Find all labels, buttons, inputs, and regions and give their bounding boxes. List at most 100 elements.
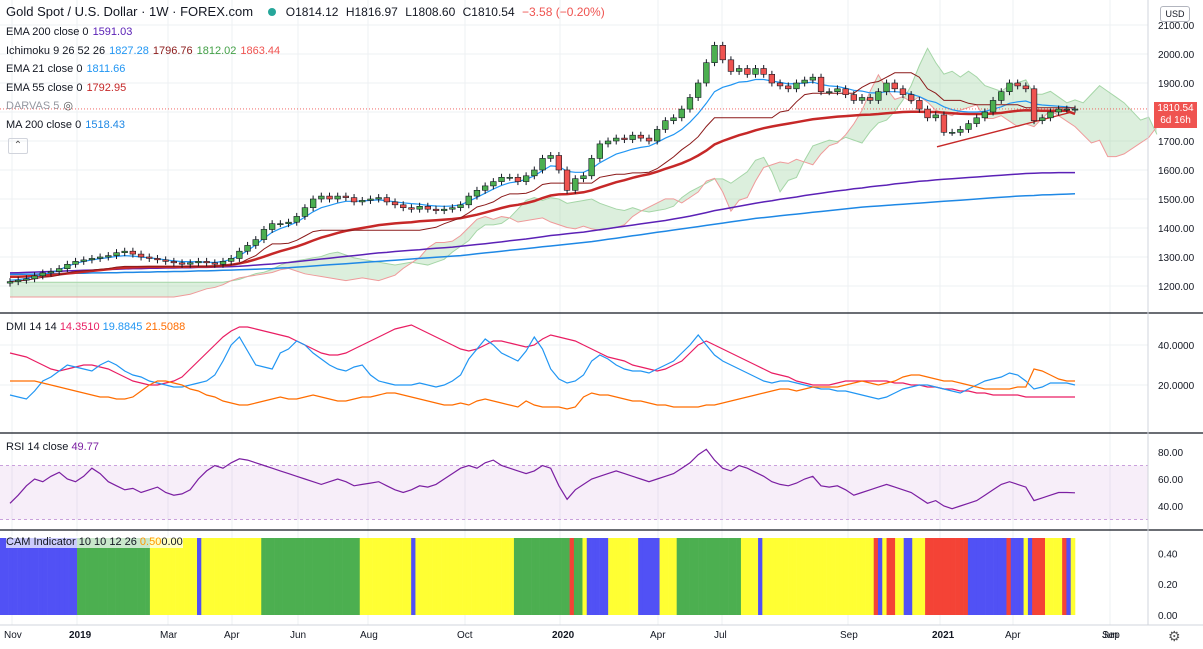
candle-body [6, 281, 14, 284]
indicator-row[interactable]: EMA 21 close 0 1811.66 [6, 60, 284, 79]
rsi-tick-label: 80.00 [1158, 448, 1183, 459]
cam-bar [912, 538, 917, 615]
cam-bar [102, 538, 108, 615]
rsi-tick-label: 60.00 [1158, 475, 1183, 486]
candle-body [948, 132, 956, 134]
indicator-label: MA 200 close 0 [6, 118, 82, 131]
candle-body [629, 134, 636, 140]
candle-body [97, 256, 104, 259]
cam-bar [689, 538, 695, 615]
time-tick-label: Apr [1005, 630, 1021, 641]
cam-bar [308, 538, 313, 615]
cam-bar [848, 538, 853, 615]
candle-body [850, 94, 857, 101]
candle-body [481, 185, 489, 191]
candle-body [408, 207, 415, 210]
cam-bar [895, 538, 900, 615]
settings-gear-icon[interactable]: ⚙ [1168, 628, 1181, 644]
candle-body [277, 223, 284, 225]
candle-body [694, 82, 702, 98]
indicator-row[interactable]: DARVAS 5 ◎ [6, 97, 284, 116]
cam-bar [702, 538, 707, 615]
kijun-line [9, 72, 1075, 283]
indicator-value: 1591.03 [92, 26, 133, 38]
cam-bar [591, 538, 596, 615]
cam-value-2: 0.00 [161, 536, 183, 548]
cam-bar [830, 538, 836, 615]
cam-bar [651, 538, 656, 615]
cam-bar [167, 538, 172, 615]
collapse-legend-button[interactable]: ⌃ [8, 138, 28, 154]
cam-bar [710, 538, 716, 615]
dmi-value-3: 21.5088 [145, 321, 186, 333]
candle-body [383, 197, 390, 203]
cam-bar [4, 538, 9, 615]
cam-bar [445, 538, 450, 615]
candle-body [326, 195, 333, 200]
cam-bar [659, 538, 665, 615]
rsi-pane [0, 448, 1148, 520]
cam-bar [329, 538, 335, 615]
candle-body [1022, 85, 1029, 90]
cam-bar [736, 538, 742, 615]
cam-bar [115, 538, 121, 615]
currency-button[interactable]: USD [1160, 6, 1190, 22]
cam-bar [252, 538, 258, 615]
dmi-value-1: 14.3510 [59, 321, 100, 333]
cam-bar [526, 538, 532, 615]
indicator-row[interactable]: EMA 55 close 0 1792.95 [6, 79, 284, 98]
cam-bar [989, 538, 994, 615]
candle-body [842, 88, 849, 95]
cam-bar [8, 538, 14, 615]
candle-body [211, 262, 218, 265]
cam-bar [368, 538, 373, 615]
cam-bar [222, 538, 228, 615]
price-tick-label: 1500.00 [1158, 195, 1195, 206]
ema200-line [9, 171, 1075, 274]
cam-bar [835, 538, 840, 615]
dmi-value-2: 19.8845 [102, 321, 143, 333]
cam-bar [638, 538, 643, 615]
cam-bar [633, 538, 639, 615]
cam-bar [663, 538, 669, 615]
cam-bar [406, 538, 412, 615]
cam-bar [415, 538, 421, 615]
cam-bar [976, 538, 982, 615]
indicator-row[interactable]: EMA 200 close 0 1591.03 [6, 23, 284, 42]
cam-bar [603, 538, 609, 615]
candle-body [55, 268, 63, 272]
cam-bar [334, 538, 339, 615]
indicator-row[interactable]: Ichimoku 9 26 52 26 1827.28 1796.76 1812.02… [6, 42, 284, 61]
indicator-row[interactable]: MA 200 close 0 1518.43 [6, 116, 284, 135]
cam-bar [1057, 538, 1063, 615]
cam-bar [668, 538, 673, 615]
candle-body [359, 200, 366, 203]
candle-body [473, 190, 481, 197]
candle-body [309, 198, 317, 208]
dmi-tick-label: 20.0000 [1158, 381, 1195, 392]
price-tick-label: 1600.00 [1158, 166, 1195, 177]
rsi-label: RSI 14 close [6, 441, 69, 453]
hidden-eye-icon[interactable]: ◎ [63, 100, 74, 112]
price-tick-label: 1200.00 [1158, 282, 1195, 293]
candle-body [678, 108, 685, 119]
cam-bar [865, 538, 870, 615]
cam-bar [496, 538, 502, 615]
cam-bar [231, 538, 236, 615]
cam-bar [796, 538, 802, 615]
cam-bar [291, 538, 296, 615]
cam-bar [813, 538, 819, 615]
cam-bar [376, 538, 382, 615]
cam-bar [325, 538, 331, 615]
cam-bar [0, 538, 5, 615]
time-tick-label: Aug [360, 630, 378, 641]
cam-bar [475, 538, 480, 615]
cam-bar [466, 538, 472, 615]
candle-body [449, 207, 456, 210]
cam-bar [818, 538, 823, 615]
cam-bar [856, 538, 862, 615]
cam-bar [985, 538, 990, 615]
cam-bar [646, 538, 652, 615]
cam-bar [569, 538, 575, 615]
